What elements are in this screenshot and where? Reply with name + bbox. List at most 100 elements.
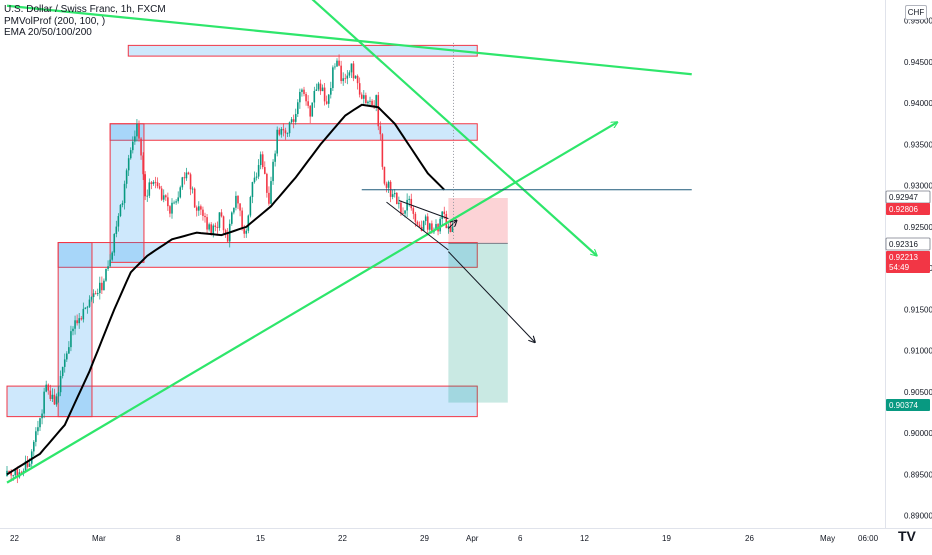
candle-body	[162, 195, 165, 200]
candle-body	[398, 202, 400, 205]
candle-body	[8, 470, 10, 473]
candle-body	[74, 320, 76, 329]
candle-body	[109, 259, 111, 267]
candle-body	[173, 202, 175, 204]
candle-body	[418, 224, 421, 227]
candle-body	[255, 176, 258, 178]
candle-body	[181, 177, 184, 188]
trend-line-green-0	[6, 122, 618, 484]
candle-body	[354, 75, 357, 79]
candle-body	[158, 186, 161, 189]
candle-body	[429, 223, 431, 230]
candle-body	[441, 211, 443, 219]
candle-body	[410, 198, 413, 209]
candle-body	[348, 72, 351, 76]
candle-body	[249, 197, 252, 216]
x-tick-label: 06:00	[858, 534, 879, 543]
price-tag-label: 0.92947	[889, 193, 918, 202]
candle-body	[253, 177, 256, 183]
candle-body	[35, 431, 37, 442]
candle-body	[449, 226, 452, 232]
candle-body	[445, 213, 448, 229]
candle-body	[111, 252, 113, 260]
candle-body	[113, 234, 116, 253]
candle-body	[129, 150, 132, 159]
trend-line-black-5	[386, 201, 449, 251]
candle-body	[105, 268, 107, 281]
candle-body	[33, 441, 35, 452]
candle-body	[350, 63, 353, 73]
candle-body	[286, 133, 289, 134]
candle-body	[426, 216, 429, 230]
candle-body	[70, 331, 72, 348]
x-tick-label: 8	[176, 534, 181, 543]
candle-body	[86, 306, 89, 308]
candle-body	[290, 119, 293, 123]
y-tick-label: 0.93500	[904, 140, 932, 149]
trend-line-black-6	[448, 251, 535, 343]
candle-body	[321, 87, 324, 92]
x-tick-label: 6	[518, 534, 523, 543]
candle-body	[59, 376, 62, 393]
candle-body	[146, 195, 149, 197]
candle-body	[369, 100, 371, 102]
candle-body	[424, 216, 427, 222]
candle-body	[57, 392, 60, 397]
candle-body	[191, 188, 194, 190]
candle-body	[212, 225, 215, 235]
indicator-ema[interactable]: EMA 20/50/100/200	[4, 27, 92, 38]
candle-body	[51, 394, 54, 399]
candle-body	[90, 297, 93, 300]
indicator-vol-profile[interactable]: PMVolProf (200, 100, )	[4, 15, 106, 27]
candle-body	[307, 101, 309, 106]
x-tick-label: Apr	[466, 534, 479, 543]
candle-body	[99, 282, 101, 294]
candle-body	[280, 128, 283, 135]
candle-body	[41, 413, 43, 419]
candle-body	[45, 384, 47, 392]
candle-body	[94, 293, 97, 295]
candle-body	[152, 181, 155, 184]
candle-body	[379, 126, 382, 135]
candle-body	[305, 93, 307, 102]
candle-body	[272, 161, 274, 182]
candle-body	[385, 183, 388, 188]
price-tag-bg	[886, 203, 930, 215]
candle-body	[140, 138, 142, 156]
x-tick-label: 12	[580, 534, 589, 543]
candle-body	[222, 216, 225, 231]
candle-body	[231, 212, 233, 224]
candle-body	[431, 223, 433, 233]
sr-zone-0	[127, 44, 478, 57]
candle-body	[319, 83, 322, 92]
candle-body	[317, 83, 320, 90]
candle-body	[76, 320, 78, 324]
candle-body	[237, 195, 239, 204]
candle-body	[160, 188, 163, 200]
candle-body	[439, 218, 441, 232]
sr-zone-3	[6, 385, 478, 418]
y-tick-label: 0.89000	[904, 512, 932, 521]
trend-line-green-1	[311, 0, 597, 256]
x-tick-label: May	[820, 534, 835, 543]
candle-body	[268, 192, 270, 204]
currency-button[interactable]: CHF	[905, 5, 927, 20]
candle-body	[342, 78, 344, 82]
candle-body	[299, 91, 301, 103]
candle-body	[276, 129, 278, 154]
candle-body	[371, 100, 373, 106]
x-tick-label: Mar	[92, 534, 106, 543]
position-target-area	[448, 243, 508, 403]
candle-body	[193, 188, 196, 208]
candle-body	[96, 293, 99, 295]
candle-body	[206, 217, 208, 230]
candle-body	[311, 102, 314, 117]
symbol-title[interactable]: U.S. Dollar / Swiss Franc, 1h, FXCM	[4, 4, 166, 15]
candle-body	[406, 199, 408, 211]
candle-body	[416, 221, 419, 225]
y-tick-label: 0.94500	[904, 58, 932, 67]
ema-line	[6, 103, 446, 476]
candle-body	[274, 153, 276, 162]
